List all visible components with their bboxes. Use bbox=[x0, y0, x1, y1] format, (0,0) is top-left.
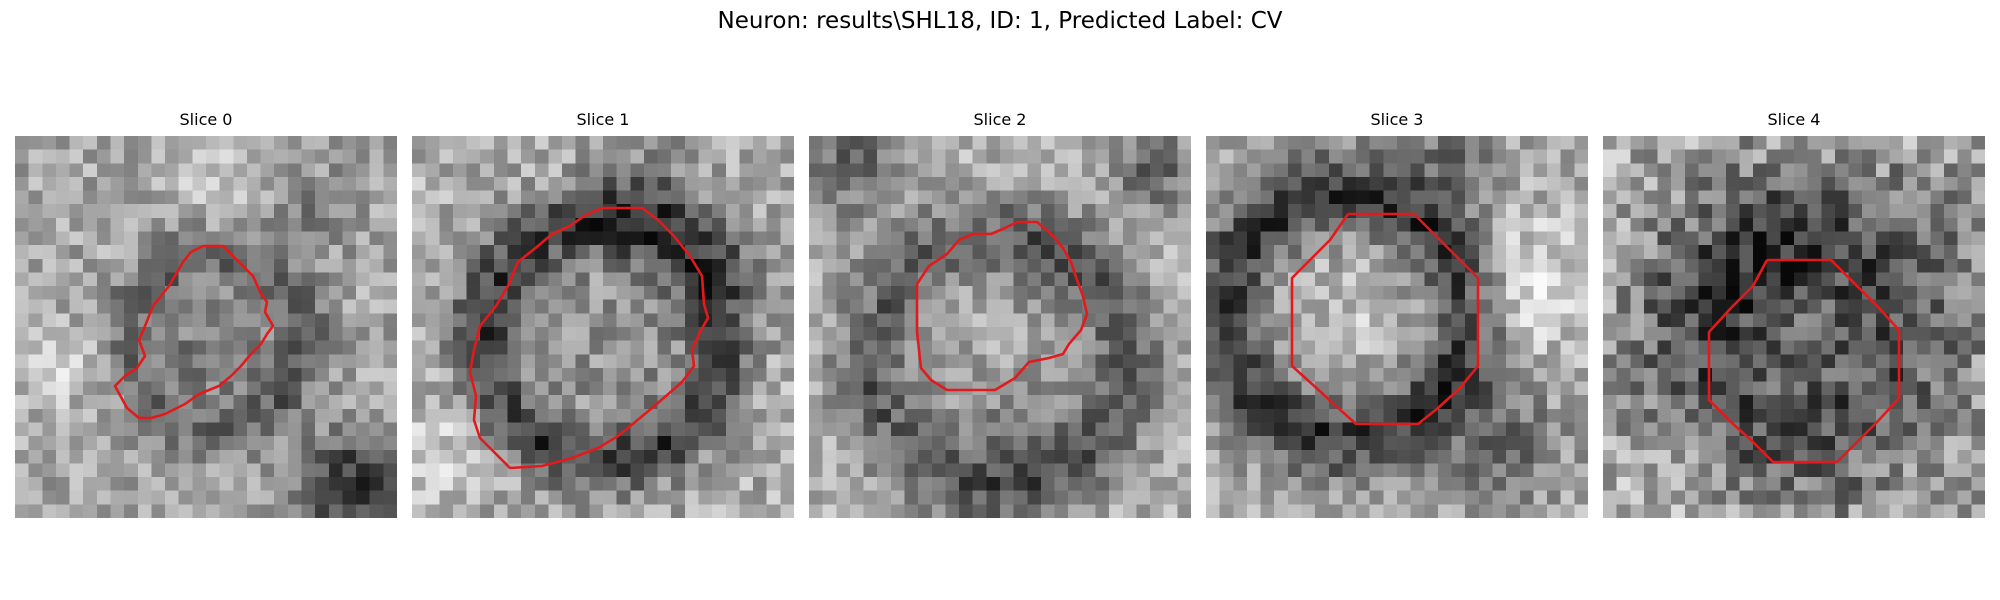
cell-contour-4 bbox=[1707, 258, 1901, 464]
figure-title: Neuron: results\SHL18, ID: 1, Predicted … bbox=[717, 8, 1283, 34]
slice-panel-2: Slice 2 bbox=[809, 108, 1191, 518]
slice-image-4 bbox=[1603, 136, 1985, 518]
slice-image-0 bbox=[15, 136, 397, 518]
slice-title-2: Slice 2 bbox=[973, 110, 1027, 129]
slice-pixels-4 bbox=[1603, 136, 1985, 518]
cell-contour-1 bbox=[468, 206, 710, 470]
slice-image-2 bbox=[809, 136, 1191, 518]
slice-panel-0: Slice 0 bbox=[15, 108, 397, 518]
slice-panel-1: Slice 1 bbox=[412, 108, 794, 518]
slice-panel-3: Slice 3 bbox=[1206, 108, 1588, 518]
slice-image-1 bbox=[412, 136, 794, 518]
slice-image-3 bbox=[1206, 136, 1588, 518]
slice-title-4: Slice 4 bbox=[1767, 110, 1821, 129]
slice-title-0: Slice 0 bbox=[179, 110, 233, 129]
slice-pixels-0 bbox=[15, 136, 397, 518]
slice-pixels-3 bbox=[1206, 136, 1588, 518]
slice-title-3: Slice 3 bbox=[1370, 110, 1424, 129]
cell-contour-3 bbox=[1290, 212, 1480, 426]
slice-title-1: Slice 1 bbox=[576, 110, 630, 129]
slice-panel-4: Slice 4 bbox=[1603, 108, 1985, 518]
slice-pixels-2 bbox=[809, 136, 1191, 518]
slice-pixels-1 bbox=[412, 136, 794, 518]
cell-contour-0 bbox=[113, 244, 275, 420]
cell-contour-2 bbox=[915, 220, 1089, 392]
